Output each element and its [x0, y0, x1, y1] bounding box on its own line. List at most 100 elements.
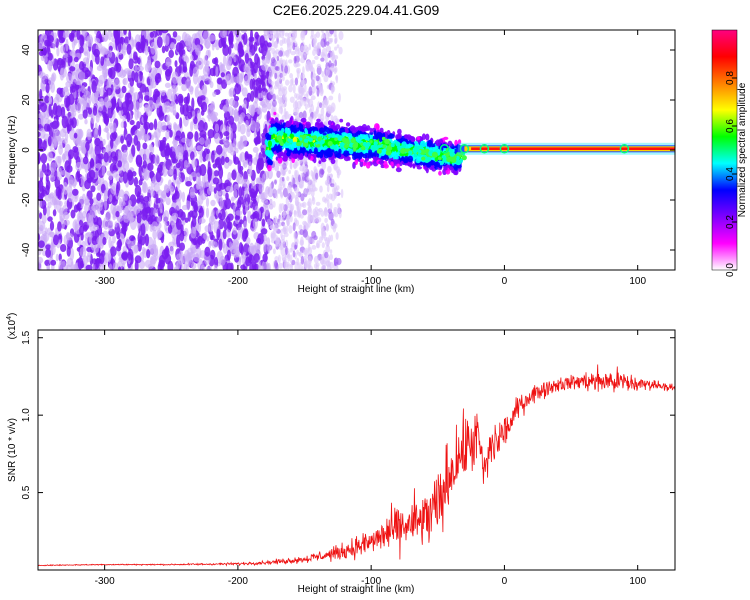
- heatmap-cell: [123, 149, 128, 158]
- heatmap-cell: [64, 219, 70, 226]
- heatmap-cell: [149, 224, 154, 232]
- heatmap-cell: [202, 156, 207, 162]
- heatmap-cell: [286, 176, 290, 182]
- heatmap-cell: [338, 92, 341, 103]
- heatmap-cell: [250, 106, 255, 117]
- heatmap-cell: [46, 125, 51, 132]
- heatmap-cell: [272, 200, 276, 208]
- heatmap-cell: [62, 181, 68, 195]
- heatmap-cell: [150, 42, 156, 55]
- heatmap-cell: [302, 98, 307, 103]
- heatmap-cell: [238, 242, 243, 254]
- heatmap-cell: [247, 168, 253, 177]
- heatmap-cell: [333, 257, 339, 266]
- heatmap-cell: [133, 51, 138, 61]
- heatmap-cell: [182, 103, 189, 117]
- heatmap-cell: [269, 198, 273, 206]
- heatmap-cell: [143, 115, 148, 125]
- heatmap-cell: [72, 188, 79, 196]
- heatmap-cell: [199, 95, 206, 101]
- heatmap-cell: [304, 247, 309, 257]
- heatmap-cell: [246, 128, 251, 138]
- heatmap-cell: [73, 263, 78, 270]
- heatmap-cell: [187, 111, 193, 120]
- heatmap-cell: [321, 242, 325, 249]
- heatmap-cell: [416, 136, 421, 141]
- heatmap-cell: [132, 92, 136, 104]
- heatmap-cell: [55, 253, 59, 262]
- heatmap-cell: [305, 264, 311, 269]
- heatmap-cell: [205, 137, 211, 149]
- heatmap-cell: [103, 72, 107, 82]
- heatmap-cell: [308, 98, 314, 108]
- heatmap-cell: [156, 138, 160, 148]
- heatmap-cell: [229, 87, 236, 96]
- heatmap-cell: [148, 144, 154, 151]
- heatmap-cell: [95, 112, 100, 123]
- heatmap-cell: [59, 67, 65, 81]
- heatmap-cell: [66, 264, 72, 270]
- heatmap-cell: [225, 192, 229, 200]
- heatmap-cell: [296, 205, 300, 214]
- heatmap-cell: [132, 244, 139, 254]
- heatmap-cell: [318, 168, 324, 178]
- heatmap-cell: [143, 168, 150, 181]
- heatmap-cell: [38, 240, 45, 248]
- heatmap-cell: [282, 257, 287, 263]
- heatmap-cell: [79, 35, 84, 48]
- heatmap-cell: [147, 162, 154, 171]
- heatmap-cell: [135, 155, 143, 168]
- heatmap-cell: [190, 227, 197, 239]
- heatmap-cell: [229, 143, 237, 153]
- heatmap-cell: [165, 57, 172, 66]
- heatmap-cell: [258, 79, 264, 85]
- heatmap-cell: [254, 97, 258, 104]
- heatmap-cell: [225, 73, 233, 86]
- heatmap-cell: [115, 210, 120, 218]
- heatmap-cell: [233, 188, 238, 200]
- heatmap-cell: [187, 194, 191, 201]
- heatmap-cell: [267, 242, 271, 253]
- heatmap-cell: [106, 131, 110, 141]
- heatmap-cell: [253, 129, 257, 139]
- heatmap-cell: [142, 142, 148, 150]
- heatmap-cell: [227, 213, 234, 221]
- heatmap-cell: [274, 80, 280, 87]
- heatmap-cell: [92, 105, 98, 116]
- heatmap-cell: [213, 170, 220, 177]
- heatmap-cell: [325, 224, 330, 232]
- heatmap-cell: [194, 131, 199, 143]
- heatmap-cell: [256, 107, 263, 115]
- heatmap-cell: [79, 246, 87, 258]
- heatmap-cell: [278, 50, 283, 57]
- heatmap-cell: [104, 197, 107, 211]
- heatmap-cell: [87, 107, 93, 115]
- heatmap-cell: [94, 122, 98, 135]
- heatmap-cell: [334, 46, 338, 51]
- heatmap-cell: [123, 30, 127, 35]
- heatmap-cell: [316, 208, 321, 216]
- heatmap-cell: [137, 44, 144, 54]
- heatmap-cell: [173, 168, 177, 181]
- heatmap-cell: [204, 246, 211, 257]
- heatmap-cell: [336, 169, 342, 176]
- heatmap-cell: [279, 191, 284, 198]
- heatmap-cell: [202, 150, 207, 159]
- heatmap-cell: [58, 144, 63, 156]
- heatmap-cell: [79, 225, 84, 236]
- heatmap-cell: [108, 49, 113, 58]
- heatmap-cell: [337, 206, 341, 214]
- heatmap-cell: [264, 189, 269, 199]
- heatmap-cell: [166, 114, 171, 122]
- heatmap-cell: [160, 90, 166, 97]
- heatmap-cell: [285, 49, 290, 58]
- heatmap-cell: [293, 163, 297, 170]
- heatmap-cell: [253, 41, 258, 52]
- heatmap-cell: [300, 87, 305, 97]
- heatmap-cell: [171, 151, 177, 164]
- heatmap-cell: [222, 104, 229, 113]
- heatmap-cell: [144, 233, 149, 247]
- heatmap-cell: [223, 110, 231, 121]
- heatmap-cell: [79, 46, 84, 54]
